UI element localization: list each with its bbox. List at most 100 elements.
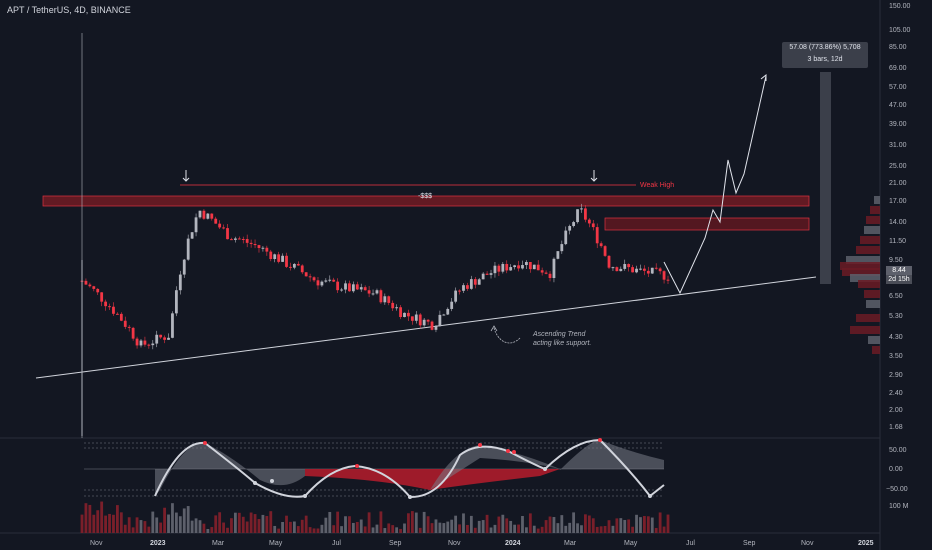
candle[interactable] (359, 287, 363, 290)
candle[interactable] (481, 273, 485, 280)
candle[interactable] (414, 314, 418, 321)
candle[interactable] (576, 209, 579, 223)
candle[interactable] (198, 210, 202, 218)
candle[interactable] (182, 259, 186, 275)
candle[interactable] (430, 321, 434, 330)
candle[interactable] (548, 273, 552, 278)
candle[interactable] (304, 272, 308, 277)
candle[interactable] (560, 244, 564, 252)
candle[interactable] (580, 208, 583, 210)
candle[interactable] (410, 316, 414, 321)
candle[interactable] (316, 280, 320, 286)
candle[interactable] (623, 264, 627, 269)
candle[interactable] (296, 263, 300, 266)
candle[interactable] (178, 274, 182, 291)
candle[interactable] (108, 306, 111, 308)
candle[interactable] (273, 254, 277, 260)
candle[interactable] (521, 265, 524, 269)
candle[interactable] (159, 334, 163, 338)
candle[interactable] (84, 280, 88, 285)
candle[interactable] (462, 285, 465, 291)
candle[interactable] (646, 270, 650, 274)
candles-layer[interactable] (80, 203, 670, 436)
candle[interactable] (572, 222, 576, 227)
candle[interactable] (418, 314, 422, 326)
symbol-title[interactable]: APT / TetherUS, 4D, BINANCE (7, 5, 131, 15)
candle[interactable] (564, 230, 568, 245)
candle[interactable] (485, 273, 489, 275)
candle[interactable] (324, 280, 328, 282)
candle[interactable] (241, 238, 245, 240)
candle[interactable] (112, 306, 115, 314)
candle[interactable] (257, 245, 261, 249)
candle[interactable] (544, 272, 548, 274)
candle[interactable] (635, 268, 638, 273)
candle[interactable] (348, 283, 351, 292)
candle[interactable] (328, 279, 332, 281)
candle[interactable] (407, 312, 410, 317)
candle[interactable] (151, 343, 155, 346)
candle[interactable] (458, 290, 461, 292)
oscillator-pane[interactable] (84, 438, 665, 499)
candle[interactable] (643, 268, 646, 271)
candle[interactable] (367, 290, 371, 294)
candle[interactable] (147, 344, 151, 346)
candle[interactable] (143, 340, 147, 345)
candle[interactable] (131, 327, 135, 339)
candle[interactable] (528, 261, 532, 270)
candle[interactable] (194, 217, 198, 233)
candle[interactable] (222, 227, 225, 229)
candle[interactable] (139, 340, 143, 346)
candle[interactable] (206, 213, 210, 219)
candle[interactable] (233, 238, 237, 240)
candle[interactable] (379, 290, 383, 303)
candle[interactable] (155, 334, 159, 344)
candle[interactable] (135, 338, 139, 346)
candle[interactable] (119, 313, 123, 321)
candle[interactable] (525, 261, 528, 266)
candle[interactable] (171, 313, 174, 338)
candle[interactable] (344, 283, 347, 290)
candle[interactable] (332, 279, 336, 282)
candle[interactable] (438, 314, 442, 327)
candle[interactable] (96, 288, 100, 293)
candle[interactable] (442, 314, 446, 316)
candle[interactable] (395, 307, 399, 309)
candle[interactable] (123, 320, 127, 327)
candle[interactable] (312, 277, 316, 281)
candle[interactable] (163, 337, 166, 340)
candle[interactable] (336, 281, 340, 291)
candle[interactable] (568, 226, 572, 231)
candle[interactable] (277, 254, 281, 262)
candle[interactable] (253, 243, 257, 246)
candle[interactable] (218, 223, 222, 228)
candle[interactable] (422, 319, 426, 326)
candle[interactable] (587, 219, 591, 224)
candle[interactable] (265, 247, 269, 252)
candle[interactable] (127, 326, 131, 328)
candle[interactable] (202, 210, 206, 219)
candle[interactable] (375, 290, 379, 294)
candle[interactable] (104, 301, 107, 307)
candle[interactable] (627, 264, 631, 268)
candle[interactable] (186, 238, 190, 260)
candle[interactable] (639, 268, 642, 270)
candle[interactable] (371, 293, 375, 295)
candle[interactable] (631, 267, 635, 273)
candle[interactable] (493, 265, 497, 274)
candle[interactable] (615, 267, 619, 272)
candle[interactable] (403, 312, 406, 318)
candle[interactable] (92, 286, 96, 289)
candle[interactable] (450, 301, 454, 309)
candle[interactable] (658, 268, 662, 272)
candle[interactable] (399, 307, 402, 318)
candle[interactable] (190, 232, 194, 239)
candle[interactable] (269, 251, 273, 260)
candle[interactable] (599, 243, 603, 247)
candle[interactable] (477, 279, 481, 285)
candle[interactable] (245, 239, 249, 243)
candle[interactable] (340, 289, 343, 291)
candle[interactable] (466, 285, 469, 289)
candle[interactable] (226, 228, 229, 240)
candle[interactable] (249, 242, 253, 244)
